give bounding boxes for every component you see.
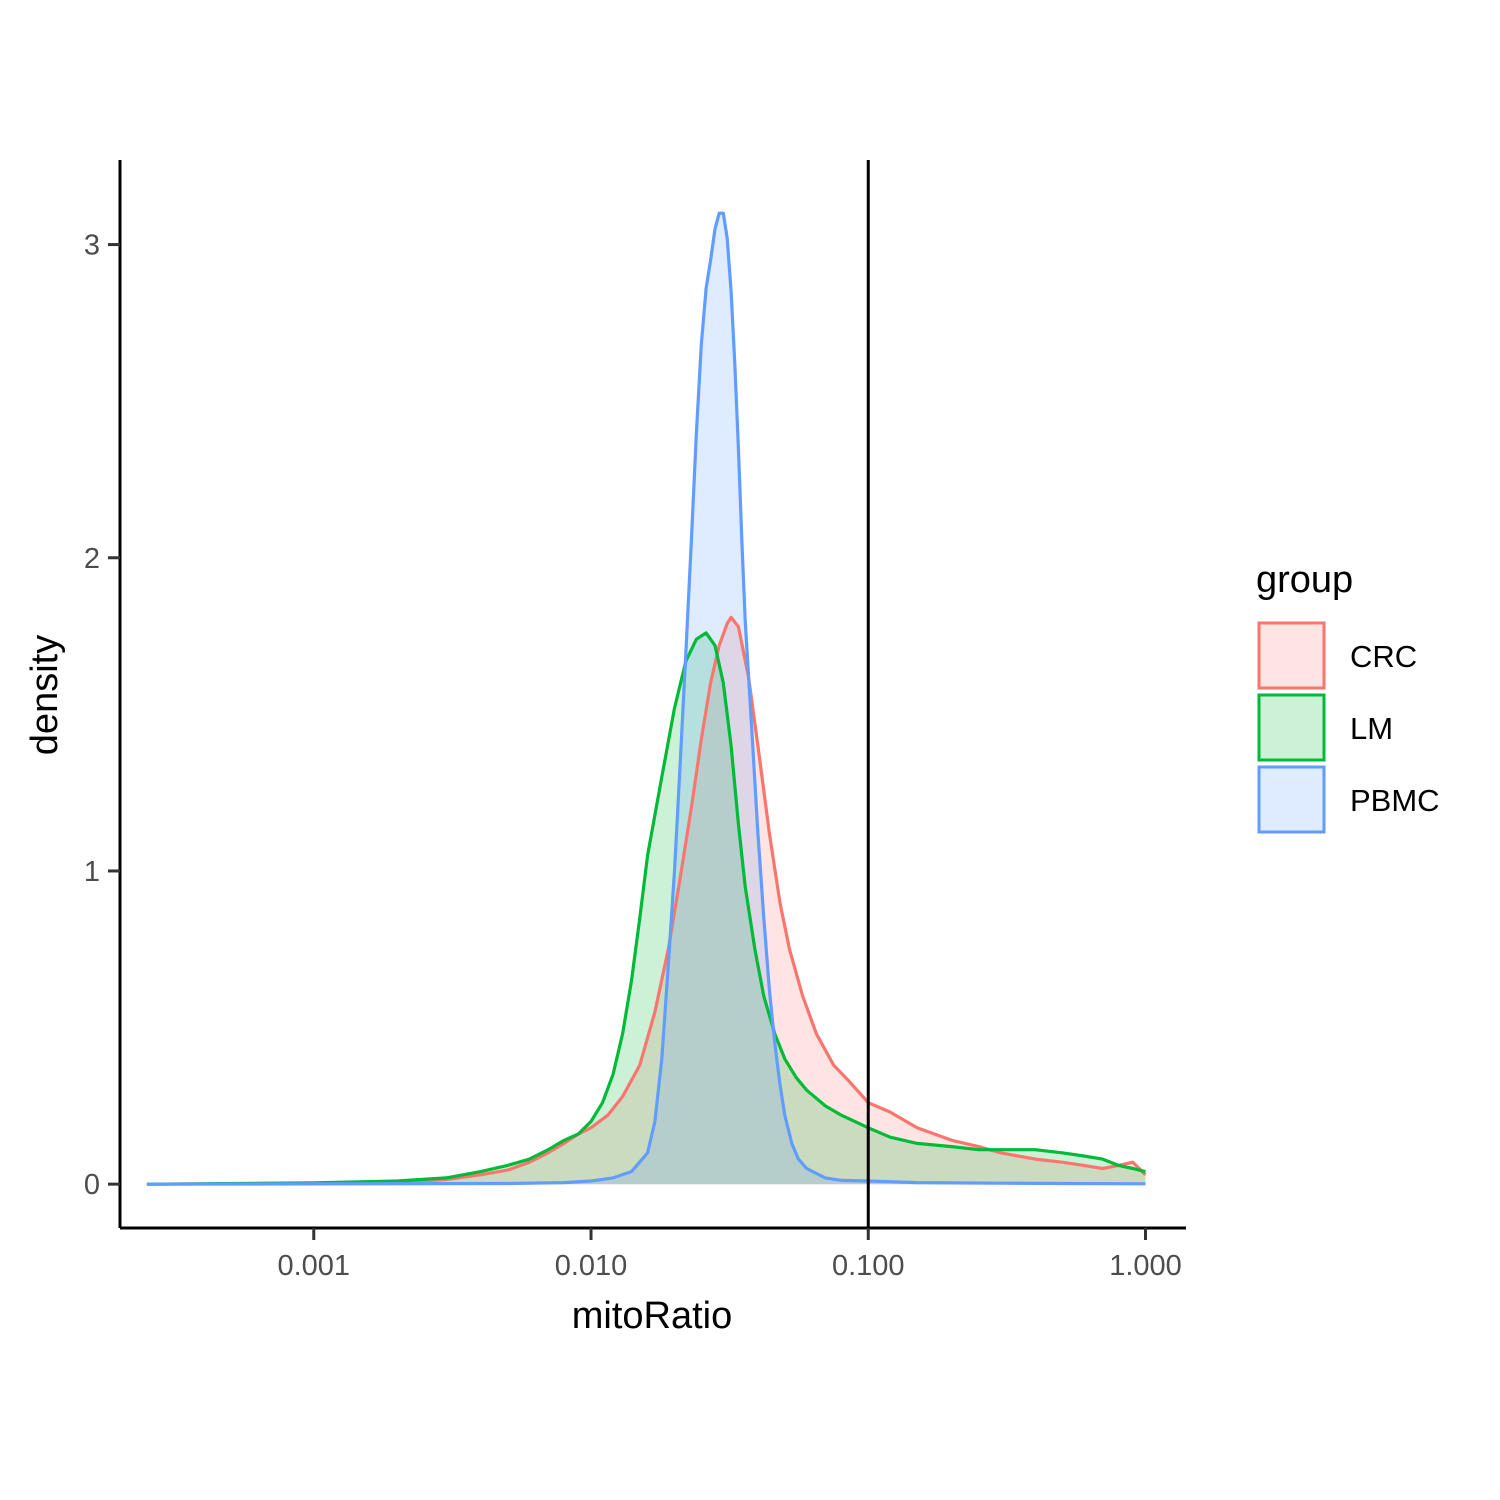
x-tick-label: 1.000 [1109,1250,1182,1282]
legend-label-crc: CRC [1350,639,1417,674]
legend-key-pbmc [1257,765,1326,834]
x-tick-label: 0.001 [277,1250,350,1282]
density-fills [146,213,1146,1185]
density-lines [146,211,1147,1186]
density-area-crc [146,617,1146,1185]
y-tick-label: 2 [84,543,100,575]
legend-key-crc [1257,621,1326,690]
density-line-pbmc [146,211,1146,1186]
legend-label-pbmc: PBMC [1350,783,1440,818]
legend: group CRC LM PBMC [1256,559,1440,834]
y-tick-label: 1 [84,856,100,888]
x-axis-title: mitoRatio [572,1295,733,1337]
legend-key-lm [1257,693,1326,762]
density-area-lm [146,632,1146,1185]
density-line-lm [146,631,1146,1186]
x-tick-label: 0.100 [832,1250,905,1282]
x-tick-label: 0.010 [555,1250,628,1282]
legend-label-lm: LM [1350,711,1393,746]
y-tick-label: 3 [84,230,100,262]
axes: 0.001 0.010 0.100 1.000 0 1 2 3 [84,160,1186,1282]
legend-title: group [1256,559,1353,601]
y-axis-title: density [24,635,66,755]
y-tick-label: 0 [84,1169,100,1201]
